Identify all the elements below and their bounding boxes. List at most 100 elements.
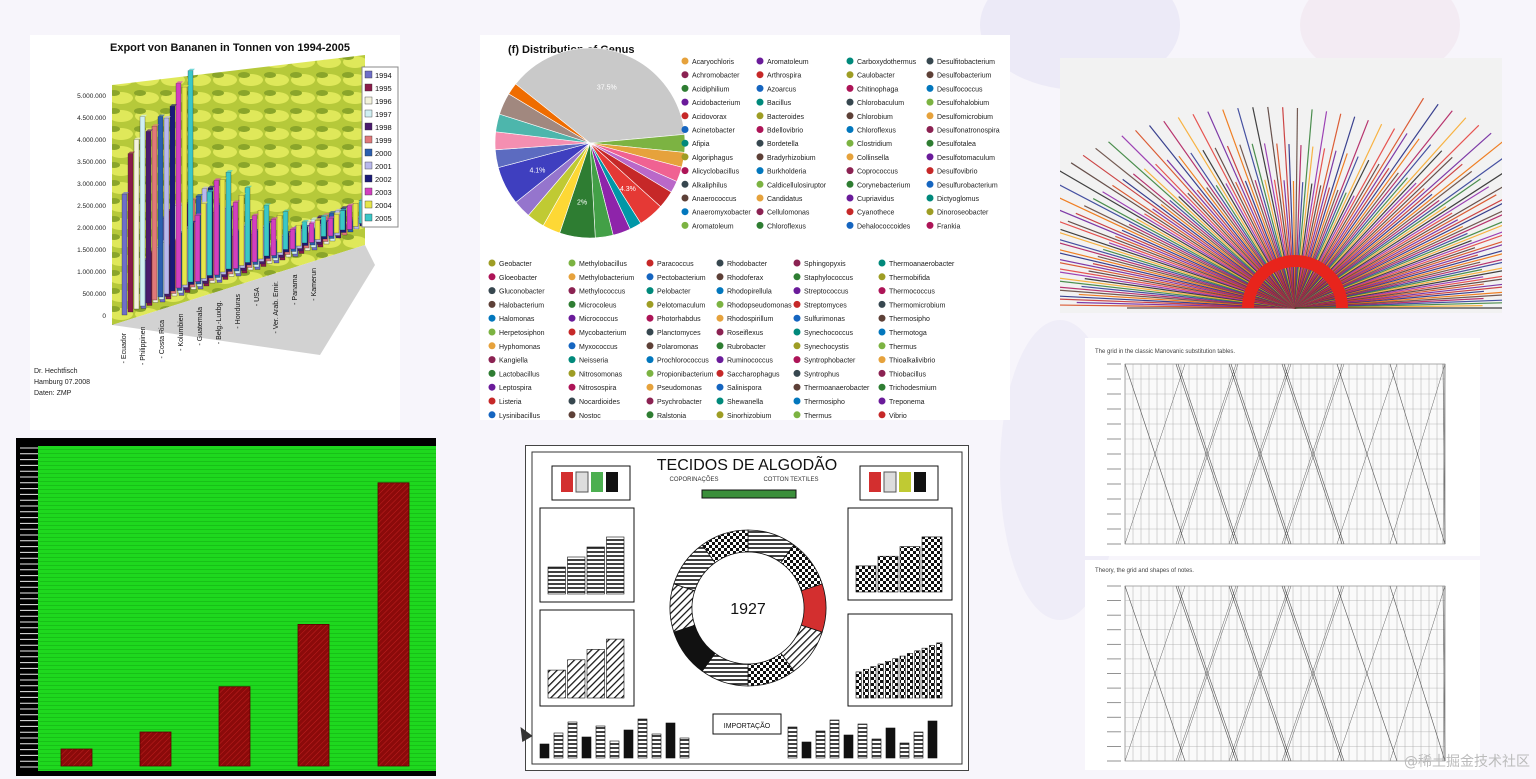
poster-bottom-bar [913, 731, 924, 759]
legend-dot [568, 397, 576, 405]
poster-inset-bar [877, 663, 884, 699]
radial-line [1294, 116, 1356, 309]
legend-dot [793, 356, 801, 364]
legend-label: Bordetella [767, 141, 799, 148]
legend-label: Anaeromyxobacter [692, 210, 751, 217]
legend-label: Pseudomonas [657, 385, 702, 392]
poster-year: 1927 [730, 601, 766, 618]
legend-swatch [364, 213, 373, 222]
bar [352, 203, 359, 227]
legend-label: Prochlorococcus [657, 358, 709, 365]
poster-inset-bar [586, 546, 605, 595]
bar-top [214, 178, 221, 181]
bar [339, 210, 346, 231]
legend-label: Corynebacterium [857, 182, 910, 189]
legend-dot [716, 259, 724, 267]
bar [213, 180, 220, 276]
radial-line [1294, 128, 1396, 309]
legend-dot [716, 300, 724, 308]
bar-top [341, 206, 348, 209]
legend-dot [756, 180, 764, 188]
bar [333, 214, 340, 234]
poster-left-caption: COPORINAÇÕES [669, 476, 718, 483]
bar [270, 219, 277, 256]
bar-top [264, 203, 271, 206]
legend-swatch [364, 161, 373, 170]
legend-dot [756, 84, 764, 92]
legend-label: Dinoroseobacter [937, 210, 989, 217]
bar-top [233, 200, 240, 203]
legend-label: Gloeobacter [499, 275, 538, 282]
radial-line [1155, 163, 1296, 309]
legend-label: Burkholderia [767, 169, 806, 176]
legend-dot [681, 126, 689, 133]
bar [139, 731, 172, 767]
poster-inset-bar [870, 666, 877, 699]
bar-top [335, 208, 342, 211]
legend-label: Thiobacillus [889, 371, 926, 378]
legend-label: Rubrobacter [727, 344, 766, 351]
legend-dot [716, 411, 724, 419]
legend-label: Synechocystis [804, 344, 849, 351]
radial-burst-chart [1060, 97, 1502, 309]
diagonal-trace [1389, 585, 1446, 762]
bar [244, 187, 251, 263]
diagonal-trace [1177, 585, 1239, 762]
x-tick-label: - Guatemala [197, 307, 204, 346]
poster-inset-bar [885, 661, 891, 699]
legend-label: Ruminococcus [727, 358, 773, 365]
bar [187, 70, 194, 283]
bar-top [271, 217, 278, 220]
legend-dot [681, 84, 689, 92]
ring-segment [669, 583, 696, 633]
bar [377, 482, 410, 767]
legend-dot [878, 383, 886, 391]
legend-dot [846, 139, 854, 147]
watermark: @稀土掘金技术社区 [1404, 754, 1530, 770]
legend-label: Achromobacter [692, 73, 740, 80]
radial-line [1163, 120, 1296, 309]
legend-label: 2000 [375, 149, 392, 158]
legend-label: Caulobacter [857, 73, 895, 80]
legend-dot [646, 356, 654, 364]
legend-dot [926, 139, 934, 147]
legend-label: Thermotoga [889, 330, 927, 337]
legend-dot [681, 98, 689, 106]
bar-top [334, 212, 341, 215]
radial-line [1294, 133, 1408, 309]
legend-dot [488, 342, 496, 350]
legend-dot [488, 397, 496, 405]
bar [181, 86, 188, 286]
bar [219, 179, 226, 273]
diagonal-trace [1281, 585, 1343, 762]
bar [218, 686, 251, 767]
legend-dot [878, 411, 886, 419]
legend-label: Trichodesmium [889, 385, 937, 392]
legend-dot [756, 126, 764, 133]
y-tick-label: 500.000 [83, 291, 107, 298]
legend-dot [878, 397, 886, 405]
diagonal-trace [1175, 585, 1237, 762]
legend-dot [926, 153, 934, 161]
legend-label: 2002 [375, 175, 392, 184]
bar [295, 225, 302, 247]
bar-top [226, 170, 233, 173]
legend-label: Carboxydothermus [857, 59, 917, 66]
bar-top [323, 213, 330, 216]
bar-top [315, 218, 322, 221]
diagonal-trace [1177, 363, 1239, 545]
diagonal-trace [1175, 363, 1237, 545]
legend-dot [926, 221, 934, 229]
legend-label: Propionibacterium [657, 371, 714, 378]
legend-label: Nitrosomonas [579, 371, 623, 378]
radial-line [1294, 186, 1490, 309]
legend-label: Treponema [889, 399, 925, 406]
legend-label: Cupriavidus [857, 196, 894, 203]
bar-top [134, 137, 141, 140]
legend-label: Roseiflexus [727, 330, 764, 337]
legend-dot [846, 221, 854, 229]
y-tick-label: 4.000.000 [77, 137, 106, 144]
poster-bottom-bar [637, 718, 648, 759]
poster-bottom-bar [829, 719, 840, 759]
radial-line [1294, 156, 1359, 309]
